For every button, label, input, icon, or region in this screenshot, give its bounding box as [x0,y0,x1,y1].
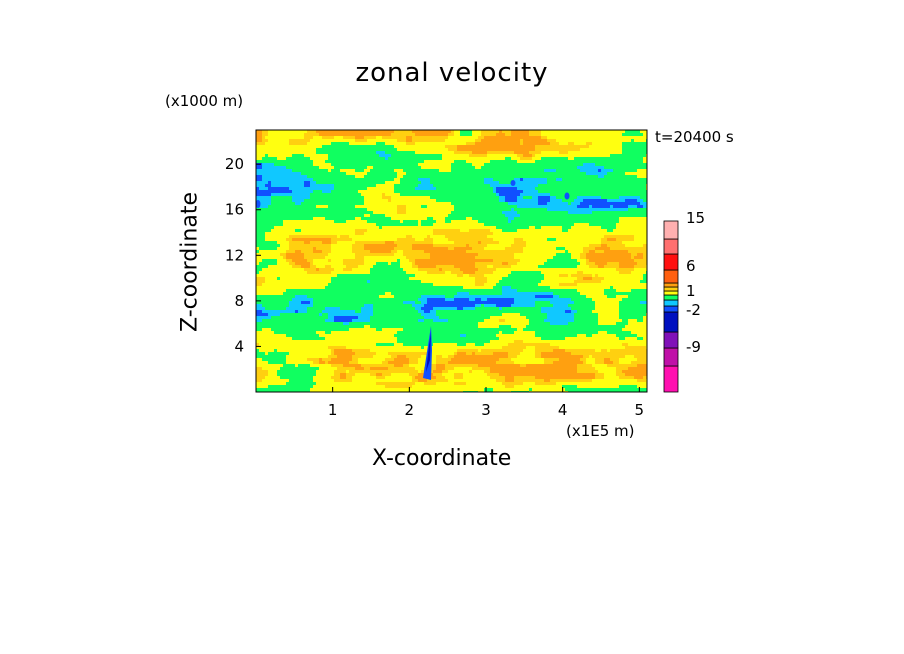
colorbar-label: 6 [686,257,696,275]
colorbar-swatch [663,331,679,349]
x-tick-label: 5 [635,401,645,419]
y-axis: 4 8 12 16 20 [225,155,261,355]
x-axis: 1 2 3 4 5 [328,387,644,419]
colorbar-swatch [663,253,679,271]
x-tick-label: 4 [558,401,568,419]
colorbar-swatch [663,269,679,284]
chart-title: zonal velocity [355,58,549,88]
colorbar-swatch [663,347,679,367]
colorbar-swatch [663,282,679,288]
y-tick-label: 20 [225,155,244,173]
z-axis-unit: (x1000 m) [165,92,244,110]
colorbar-swatch [663,220,679,240]
colorbar-label: -9 [686,338,701,356]
y-tick-label: 8 [234,292,244,310]
plot-frame [255,129,648,393]
time-label: t=20400 s [655,128,734,146]
x-axis-label: X-coordinate [372,446,512,471]
y-tick-label: 4 [234,337,244,355]
colorbar: -9 -21 6 15 [663,209,705,393]
velocity-field [256,130,647,392]
colorbar-label: -2 [686,301,701,319]
colorbar-swatch [663,290,679,296]
x-tick-label: 3 [481,401,491,419]
colorbar-swatch [663,294,679,301]
colorbar-swatch [663,299,679,307]
colorbar-swatch [663,311,679,333]
colorbar-swatch [663,305,679,313]
colorbar-swatch [663,286,679,292]
colorbar-swatch [663,238,679,255]
x-tick-label: 2 [405,401,415,419]
colorbar-swatch [663,365,679,393]
colorbar-label: 15 [686,209,705,227]
x-axis-unit: (x1E5 m) [566,422,635,440]
colorbar-label: 1 [686,282,696,300]
y-tick-label: 12 [225,246,244,264]
y-tick-label: 16 [225,201,244,219]
x-tick-label: 1 [328,401,338,419]
